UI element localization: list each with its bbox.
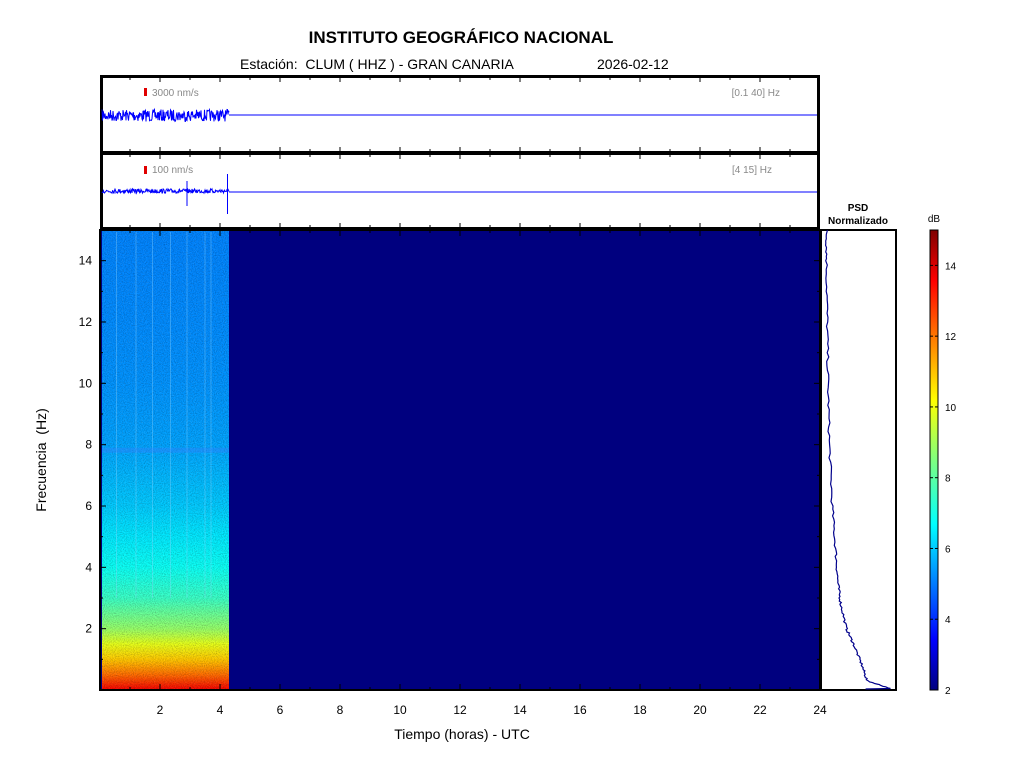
y-tick-label: 12 <box>79 315 93 329</box>
x-tick-label: 16 <box>573 703 587 717</box>
station-name: CLUM ( HHZ ) - GRAN CANARIA <box>305 56 514 72</box>
spectrogram-streaks <box>102 232 229 598</box>
colorbar-tick-label: 4 <box>945 615 951 626</box>
figure-title: INSTITUTO GEOGRÁFICO NACIONAL <box>308 28 614 47</box>
colorbar: dB 2 4 6 8 10 12 14 <box>928 214 957 697</box>
psd-curve <box>824 229 891 690</box>
psd-title: PSD <box>848 203 869 214</box>
band-label: [4 15] Hz <box>732 165 772 176</box>
colorbar-tick-label: 6 <box>945 544 951 555</box>
spectrogram-band <box>102 447 229 453</box>
x-tick-label: 6 <box>277 703 284 717</box>
station-prefix: Estación: <box>240 56 298 72</box>
y-tick-label: 6 <box>85 499 92 513</box>
colorbar-tick-label: 8 <box>945 474 951 485</box>
x-tick-label: 22 <box>753 703 767 717</box>
seismogram-trace <box>101 107 230 123</box>
x-tick-label: 2 <box>157 703 164 717</box>
y-tick-label: 2 <box>85 622 92 636</box>
x-tick-label: 20 <box>693 703 707 717</box>
colorbar-tick-label: 12 <box>945 332 957 343</box>
colorbar-tick-label: 2 <box>945 686 951 697</box>
y-axis-ticks: 2 4 6 8 10 12 14 <box>79 229 820 660</box>
amplitude-scale-marker <box>144 88 147 96</box>
y-tick-label: 8 <box>85 438 92 452</box>
amplitude-scale-label: 100 nm/s <box>152 165 193 176</box>
x-tick-label: 4 <box>217 703 224 717</box>
psd-frame <box>820 229 897 691</box>
panel-ticks <box>129 154 791 228</box>
x-tick-label: 8 <box>337 703 344 717</box>
panel-ticks <box>129 77 791 152</box>
y-axis-label: Frecuencia (Hz) <box>33 408 49 511</box>
y-tick-label: 10 <box>79 376 93 390</box>
amplitude-scale-marker <box>144 166 147 174</box>
date-label: 2026-02-12 <box>597 56 669 72</box>
amplitude-scale-label: 3000 nm/s <box>152 88 199 99</box>
x-tick-label: 10 <box>393 703 407 717</box>
x-tick-label: 24 <box>813 703 827 717</box>
x-axis-ticks: 2 4 6 8 10 12 14 16 18 20 22 24 <box>129 230 827 717</box>
station-subtitle: Estación: CLUM ( HHZ ) - GRAN CANARIA 202… <box>240 56 669 72</box>
seismogram-panel-broadband: 3000 nm/s [0.1 40] Hz <box>100 75 820 154</box>
y-tick-label: 14 <box>79 254 93 268</box>
seismogram-trace <box>101 187 230 195</box>
colorbar-tick-label: 14 <box>945 261 957 272</box>
x-axis-label: Tiempo (horas) - UTC <box>394 726 530 742</box>
colorbar-label: dB <box>928 214 941 225</box>
psd-subtitle: Normalizado <box>828 216 888 227</box>
colorbar-gradient <box>929 229 939 691</box>
psd-panel: PSD Normalizado <box>820 203 897 691</box>
x-tick-label: 18 <box>633 703 647 717</box>
x-tick-label: 14 <box>513 703 527 717</box>
seismogram-panel-filtered: 100 nm/s [4 15] Hz <box>100 152 820 230</box>
y-tick-label: 4 <box>85 560 92 574</box>
colorbar-ticks: 2 4 6 8 10 12 14 <box>930 261 957 697</box>
x-tick-label: 12 <box>453 703 467 717</box>
spectrogram-noise-texture <box>102 230 229 690</box>
colorbar-tick-label: 10 <box>945 403 957 414</box>
band-label: [0.1 40] Hz <box>732 88 780 99</box>
